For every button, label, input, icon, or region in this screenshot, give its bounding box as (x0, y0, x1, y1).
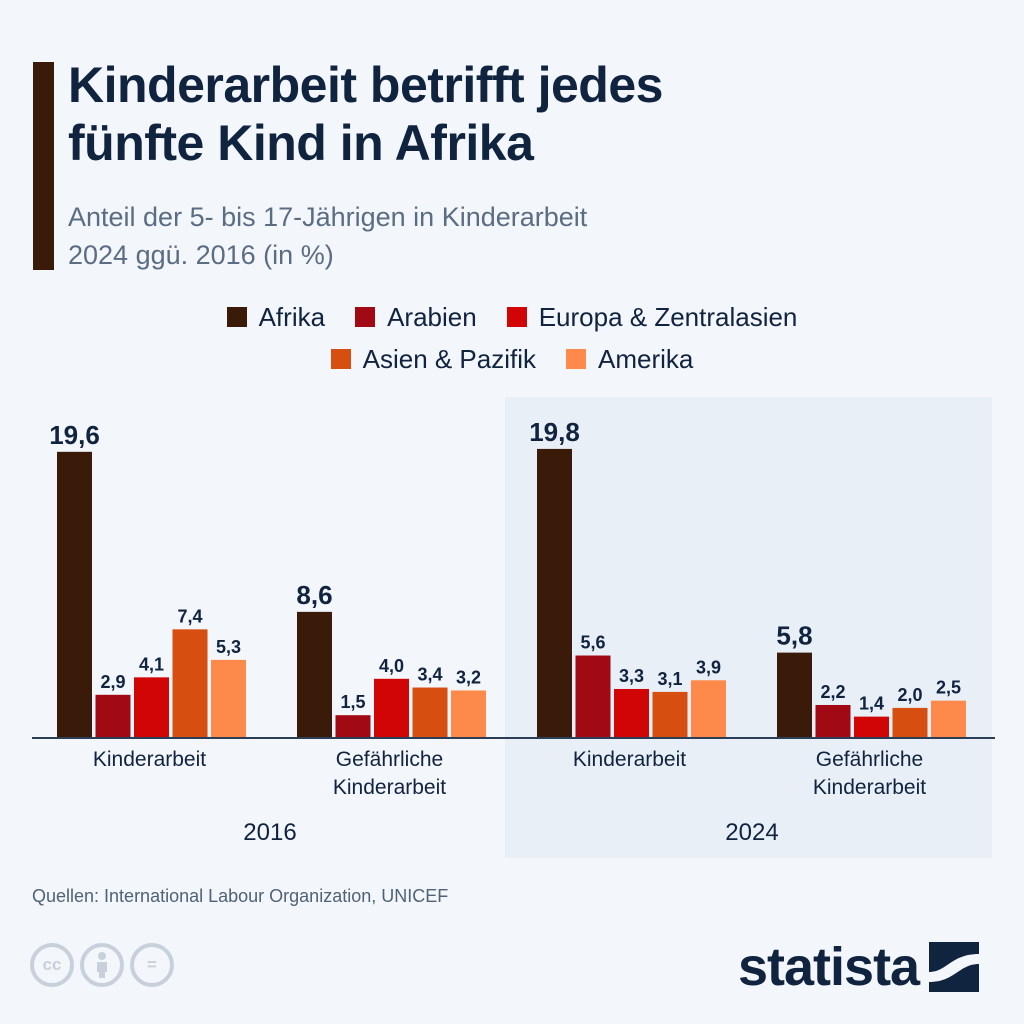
bar-arabien-0 (95, 694, 131, 737)
data-label: 2,9 (100, 672, 125, 692)
source-note: Quellen: International Labour Organizati… (32, 886, 449, 906)
legend: Afrika Arabien Europa & Zentralasien Asi… (0, 296, 1024, 380)
data-label: 3,3 (619, 666, 644, 686)
legend-label: Afrika (258, 301, 326, 332)
bar-amerika-3 (931, 700, 966, 737)
legend-item-arabien: Arabien (355, 302, 477, 333)
bar-afrika-1 (297, 611, 332, 737)
legend-row-2: Asien & Pazifik Amerika (0, 338, 1024, 380)
bar-asien-pazifik-1 (412, 687, 448, 737)
bar-afrika-0 (57, 451, 92, 737)
title-line-2: fünfte Kind in Afrika (68, 115, 534, 171)
chart-title: Kinderarbeit betrifft jedes fünfte Kind … (68, 56, 968, 172)
subtitle-line-1: Anteil der 5- bis 17-Jährigen in Kindera… (68, 202, 588, 232)
license-icons: cc = (30, 943, 174, 987)
no-derivatives-icon[interactable]: = (130, 943, 174, 987)
bar-europa-zentralasien-2 (614, 688, 649, 737)
legend-label: Europa & Zentralasien (538, 301, 798, 332)
data-label: 2,0 (897, 685, 922, 705)
legend-label: Asien & Pazifik (362, 343, 537, 374)
data-label: 4,0 (379, 656, 404, 676)
category-label: Gefährliche (336, 748, 443, 771)
legend-swatch-asien-pazifik (330, 349, 351, 369)
bar-europa-zentralasien-3 (854, 716, 889, 737)
data-label: 4,1 (139, 654, 164, 674)
bar-asien-pazifik-2 (652, 691, 688, 737)
legend-row-1: Afrika Arabien Europa & Zentralasien (0, 296, 1024, 338)
data-label: 2,5 (936, 678, 961, 698)
data-label: 3,9 (696, 657, 721, 677)
cc-icon[interactable]: cc (30, 943, 74, 987)
legend-swatch-europa-zentralasien (506, 307, 527, 327)
legend-label: Amerika (598, 343, 694, 374)
chart-subtitle: Anteil der 5- bis 17-Jährigen in Kindera… (68, 198, 968, 274)
category-label: Kinderarbeit (93, 748, 206, 771)
data-label: 1,4 (859, 694, 884, 714)
data-label: 3,2 (456, 667, 481, 687)
bar-amerika-2 (691, 680, 726, 737)
year-label-2024: 2024 (725, 819, 778, 846)
legend-swatch-amerika (566, 349, 587, 369)
category-label: Kinderarbeit (333, 776, 446, 799)
attribution-icon[interactable] (80, 943, 124, 987)
subtitle-line-2: 2024 ggü. 2016 (in %) (68, 240, 334, 270)
data-label: 19,8 (529, 417, 580, 447)
data-label: 5,6 (580, 633, 605, 653)
category-label: Gefährliche (816, 748, 923, 771)
legend-item-afrika: Afrika (226, 301, 326, 333)
legend-swatch-arabien (355, 307, 376, 327)
category-label: Kinderarbeit (573, 748, 686, 771)
data-label: 3,1 (657, 669, 682, 689)
data-label: 1,5 (340, 692, 365, 712)
data-label: 2,2 (820, 682, 845, 702)
brand-name: statista (738, 937, 920, 997)
data-label: 7,4 (177, 606, 202, 626)
data-label: 8,6 (296, 580, 332, 610)
title-line-1: Kinderarbeit betrifft jedes (68, 57, 663, 113)
year-2024-panel (505, 397, 992, 858)
statista-mark-icon (929, 942, 980, 992)
bar-asien-pazifik-3 (892, 707, 928, 737)
bar-arabien-2 (575, 655, 611, 737)
nd-icon-text: = (147, 955, 157, 974)
legend-item-amerika: Amerika (566, 344, 693, 375)
category-label: Kinderarbeit (813, 776, 926, 799)
bar-amerika-0 (211, 659, 246, 737)
legend-label: Arabien (387, 301, 477, 332)
title-accent-bar (33, 62, 54, 270)
statista-logo[interactable]: statista (738, 937, 980, 997)
person-icon (97, 952, 107, 978)
bar-arabien-3 (815, 704, 851, 737)
bar-afrika-3 (777, 652, 812, 737)
cc-icon-text: cc (42, 955, 62, 974)
legend-item-europa-zentralasien: Europa & Zentralasien (506, 301, 798, 333)
bar-asien-pazifik-0 (172, 629, 208, 737)
bar-amerika-1 (451, 690, 486, 737)
data-label: 5,8 (776, 621, 812, 651)
data-label: 19,6 (49, 420, 100, 450)
data-label: 3,4 (417, 665, 442, 685)
bar-europa-zentralasien-1 (374, 678, 409, 737)
year-label-2016: 2016 (243, 819, 296, 846)
legend-swatch-afrika (226, 307, 247, 327)
data-label: 5,3 (216, 637, 241, 657)
bar-arabien-1 (335, 715, 371, 737)
bar-europa-zentralasien-0 (134, 677, 169, 737)
bar-afrika-2 (537, 448, 572, 737)
legend-item-asien-pazifik: Asien & Pazifik (330, 343, 537, 375)
